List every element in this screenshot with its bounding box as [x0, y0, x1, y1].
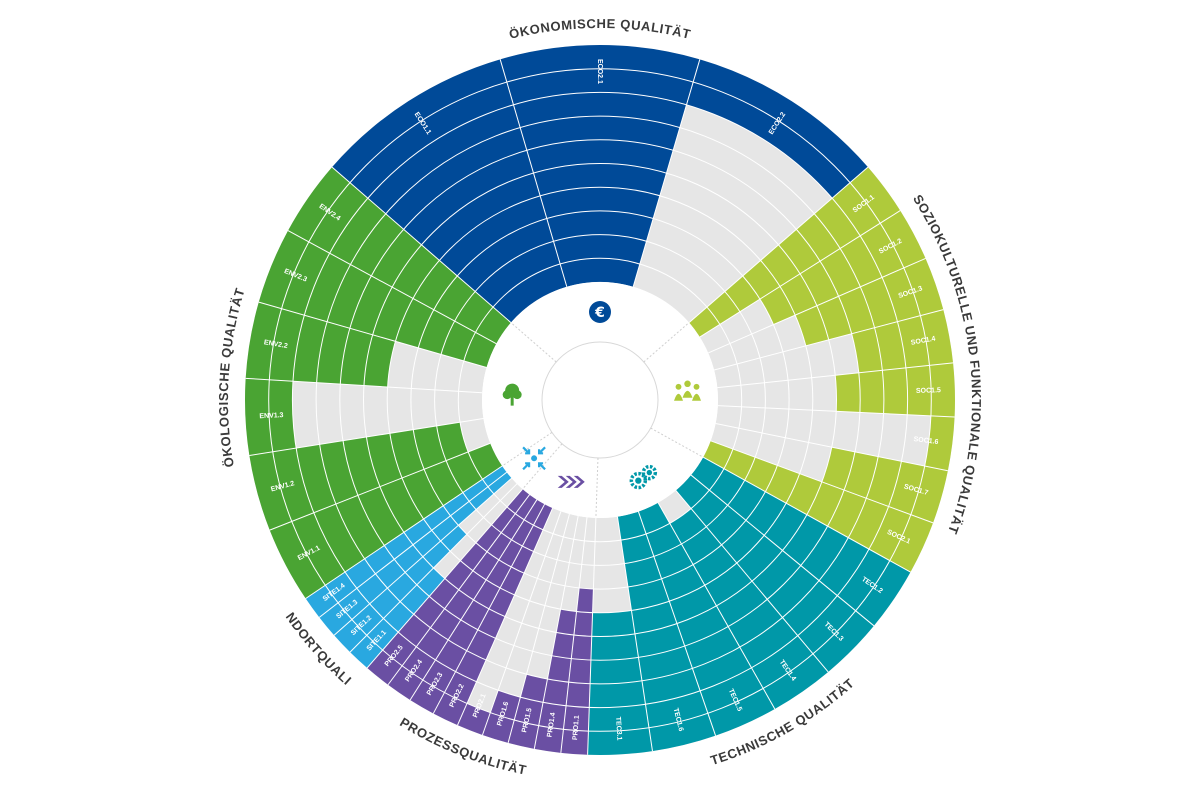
grid-circle: [268, 68, 932, 732]
bar-soc2-1: [703, 440, 934, 573]
bar-soc1-5: [835, 362, 955, 418]
bar-env2-4: [288, 167, 511, 344]
hub-divider: [643, 322, 690, 363]
bar-site1-1: [350, 567, 445, 668]
grid-circle: [410, 210, 790, 590]
bar-soc1-2: [759, 210, 926, 325]
bar-eco2-2: [686, 59, 868, 199]
grid-circle: [315, 115, 885, 685]
bar-pro2-1: [457, 703, 491, 735]
arrows-icon: [557, 475, 585, 488]
hub-divider: [650, 427, 704, 458]
hub-inner-ring: [541, 341, 659, 459]
hub-divider: [595, 457, 599, 518]
criterion-label: ENV2.2: [263, 339, 288, 350]
gears-icon: [629, 464, 658, 490]
grid-circle: [291, 91, 909, 709]
criterion-label: PRO1.4: [546, 712, 557, 738]
criterion-label: ECO2.1: [596, 59, 603, 84]
bar-site1-2: [334, 525, 467, 653]
bar-eco1-1: [332, 59, 567, 323]
grid-layer: [245, 59, 955, 755]
bar-pro1-1: [560, 587, 594, 755]
bar-soc1-6: [924, 415, 955, 471]
group-title: ÖKONOMISCHE QUALITÄT: [508, 16, 693, 42]
grid-circle: [457, 257, 743, 543]
bar-env1-3: [244, 378, 297, 456]
bar-soc1-7: [821, 447, 948, 523]
bar-tec1-6: [617, 511, 716, 752]
bar-env1-2: [249, 422, 469, 531]
bar-tec1-4: [669, 508, 829, 709]
bar-env1-1: [269, 443, 503, 599]
bar-env2-2: [245, 302, 396, 388]
hub-divider: [510, 322, 557, 363]
bar-pro2-5: [367, 489, 530, 685]
tree-icon: [502, 383, 522, 406]
bar-eco2-1: [500, 44, 700, 287]
criterion-label: TEC3.1: [614, 717, 622, 741]
grid-circle: [339, 139, 861, 661]
bar-soc1-3: [795, 258, 944, 346]
bar-tec1-3: [675, 475, 874, 672]
bar-pro2-3: [410, 499, 545, 714]
bar-tec1-2: [691, 457, 911, 626]
group-title: ÖKOLOGISCHE QUALITÄT: [216, 286, 248, 468]
bars-layer: [244, 44, 955, 755]
bar-site1-3: [319, 472, 512, 636]
euro-icon: €: [589, 301, 611, 323]
bar-pro2-4: [388, 494, 537, 700]
svg-text:€: €: [594, 305, 605, 321]
hub-divider: [501, 432, 553, 467]
grid-circle: [434, 234, 766, 566]
grid-circle: [386, 186, 814, 614]
bar-site1-4: [305, 465, 507, 618]
criterion-label: SOC1.6: [913, 436, 939, 446]
bar-pro2-2: [433, 504, 553, 726]
bar-soc1-1: [689, 167, 901, 338]
criterion-label: SOC1.5: [916, 387, 941, 395]
location-icon: [522, 446, 546, 471]
bar-pro1-4: [534, 609, 577, 753]
criterion-label: PRO1.1: [572, 715, 581, 740]
bar-tec1-5: [638, 502, 775, 736]
people-icon: [674, 380, 702, 401]
bar-env2-3: [258, 230, 497, 368]
criterion-label: ENV1.3: [259, 412, 284, 420]
hub-disc: [482, 282, 718, 518]
criterion-label: SOC1.4: [910, 335, 936, 346]
grid-circle: [363, 163, 837, 637]
center-hub: €: [482, 282, 718, 518]
